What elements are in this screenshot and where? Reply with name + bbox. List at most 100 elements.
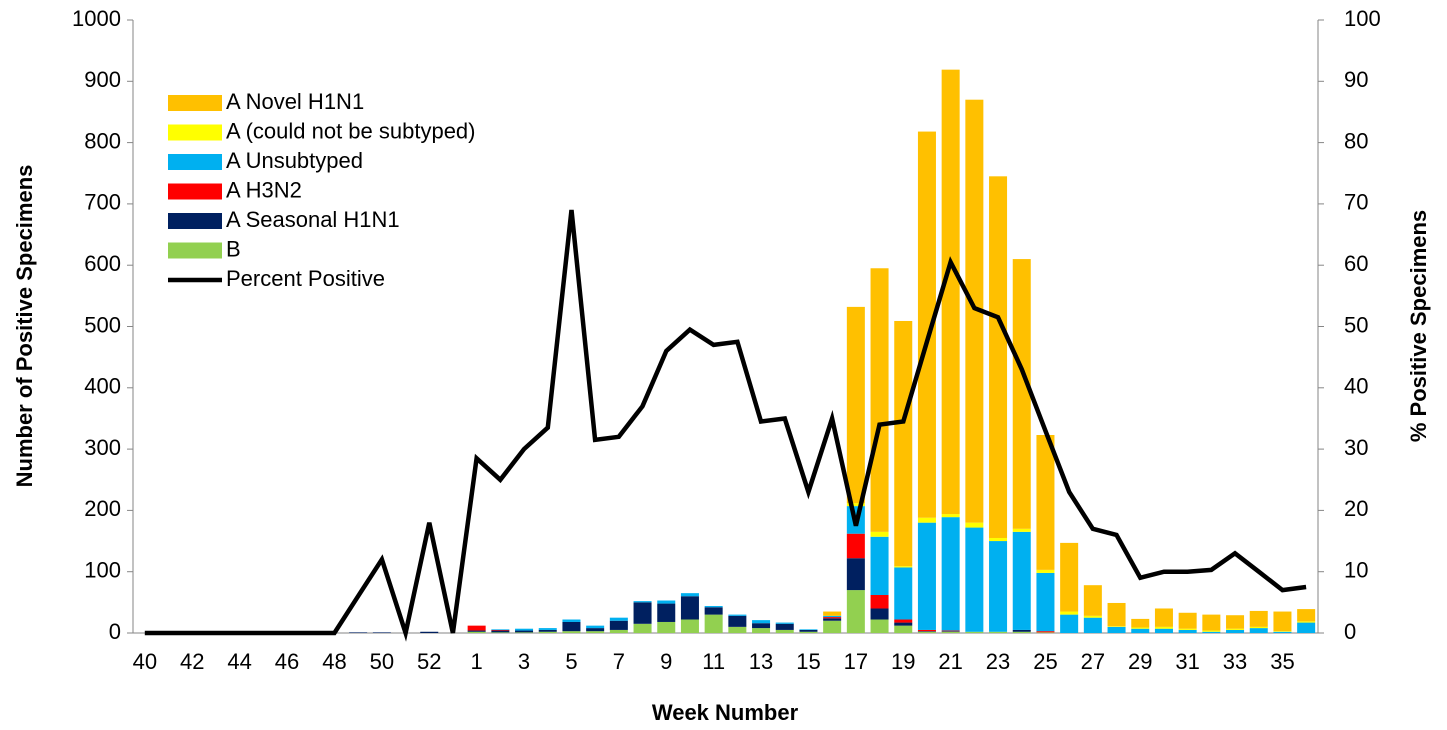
bar-segment bbox=[1036, 572, 1055, 632]
line-series bbox=[144, 209, 1307, 642]
bar-segment bbox=[1131, 628, 1150, 633]
x-tick-label: 35 bbox=[1270, 649, 1294, 674]
bar-segment bbox=[965, 631, 984, 633]
bar-segment bbox=[420, 631, 439, 633]
bar-segment bbox=[633, 601, 652, 603]
bar-segment bbox=[1154, 628, 1173, 633]
bar-segment bbox=[775, 623, 794, 630]
bar-segment bbox=[941, 69, 960, 515]
legend-label: Percent Positive bbox=[226, 266, 385, 291]
bar-segment bbox=[515, 630, 534, 633]
bar-segment bbox=[349, 632, 368, 633]
y-tick-label: 400 bbox=[84, 374, 121, 399]
x-tick-label: 15 bbox=[796, 649, 820, 674]
y2-tick-label: 40 bbox=[1344, 374, 1368, 399]
bar-segment bbox=[1036, 435, 1055, 570]
x-tick-label: 13 bbox=[749, 649, 773, 674]
legend-label: A (could not be subtyped) bbox=[226, 118, 476, 143]
bar-segment bbox=[1036, 631, 1055, 633]
bar-segment bbox=[657, 600, 676, 604]
bar-segment bbox=[538, 629, 557, 632]
bar-segment bbox=[728, 614, 747, 616]
x-tick-label: 46 bbox=[275, 649, 299, 674]
bar-segment bbox=[941, 631, 960, 633]
bar-segment bbox=[1273, 611, 1292, 632]
bar-segment bbox=[917, 631, 936, 633]
bar-segment bbox=[846, 306, 865, 504]
legend-label: A H3N2 bbox=[226, 177, 302, 202]
bar-segment bbox=[989, 537, 1008, 542]
bar-segment bbox=[515, 628, 534, 631]
x-tick-label: 9 bbox=[660, 649, 672, 674]
bar-segment bbox=[1107, 602, 1126, 627]
x-tick-label: 1 bbox=[471, 649, 483, 674]
x-tick-label: 31 bbox=[1175, 649, 1199, 674]
bar-segment bbox=[586, 628, 605, 632]
bar-segment bbox=[799, 631, 818, 633]
bar-segment bbox=[1178, 629, 1197, 633]
bar-segment bbox=[965, 99, 984, 523]
bar-segment bbox=[752, 628, 771, 633]
x-tick-label: 33 bbox=[1223, 649, 1247, 674]
y-tick-label: 500 bbox=[84, 312, 121, 337]
bar-segment bbox=[562, 621, 581, 632]
bar-segment bbox=[846, 558, 865, 591]
legend-label: A Novel H1N1 bbox=[226, 89, 364, 114]
y2-tick-label: 100 bbox=[1344, 6, 1381, 31]
bar-segment bbox=[1297, 609, 1316, 622]
bar-segment bbox=[870, 594, 889, 609]
bar-segment bbox=[633, 623, 652, 633]
bar-segment bbox=[894, 567, 913, 620]
legend-label: A Unsubtyped bbox=[226, 148, 363, 173]
legend-swatch bbox=[168, 154, 222, 170]
bar-segment bbox=[846, 590, 865, 633]
bar-segment bbox=[1107, 626, 1126, 633]
bar-segment bbox=[941, 631, 960, 632]
bar-segment bbox=[799, 629, 818, 630]
bar-segment bbox=[917, 517, 936, 523]
bar-segment bbox=[680, 596, 699, 620]
bar-segment bbox=[989, 541, 1008, 632]
bar-segment bbox=[917, 131, 936, 518]
y2-tick-label: 90 bbox=[1344, 67, 1368, 92]
bar-segment bbox=[775, 629, 794, 633]
bar-segment bbox=[609, 617, 628, 621]
bar-segment bbox=[1202, 630, 1221, 632]
y2-tick-label: 20 bbox=[1344, 496, 1368, 521]
bar-segment bbox=[467, 630, 486, 632]
bar-segment bbox=[657, 603, 676, 622]
bar-segment bbox=[823, 611, 842, 616]
bar-segment bbox=[870, 531, 889, 537]
bar-segment bbox=[1249, 628, 1268, 633]
y-tick-label: 100 bbox=[84, 558, 121, 583]
bar-segment bbox=[989, 176, 1008, 538]
y2-tick-label: 80 bbox=[1344, 128, 1368, 153]
bar-segment bbox=[846, 503, 865, 507]
bar-segment bbox=[941, 517, 960, 631]
bar-segment bbox=[870, 608, 889, 620]
y-axis-title: Number of Positive Specimens bbox=[12, 165, 37, 488]
y-tick-label: 200 bbox=[84, 496, 121, 521]
bar-segment bbox=[870, 268, 889, 532]
x-tick-label: 11 bbox=[702, 649, 725, 674]
bar-segment bbox=[894, 320, 913, 567]
bar-segment bbox=[965, 527, 984, 632]
bar-segment bbox=[1226, 628, 1245, 630]
bar-segment bbox=[515, 632, 534, 633]
bar-segment bbox=[1131, 618, 1150, 628]
bar-segment bbox=[586, 631, 605, 633]
bar-segment bbox=[704, 607, 723, 615]
bar-segment bbox=[870, 536, 889, 595]
bar-segment bbox=[1154, 626, 1173, 629]
bar-segment bbox=[941, 514, 960, 518]
y-tick-label: 1000 bbox=[72, 6, 121, 31]
bar-segment bbox=[1107, 626, 1126, 627]
bar-segment bbox=[1178, 612, 1197, 629]
bar-segment bbox=[1226, 629, 1245, 633]
bar-segment bbox=[823, 617, 842, 619]
bar-segment bbox=[1297, 621, 1316, 623]
y-tick-label: 900 bbox=[84, 67, 121, 92]
legend-swatch bbox=[168, 242, 222, 259]
